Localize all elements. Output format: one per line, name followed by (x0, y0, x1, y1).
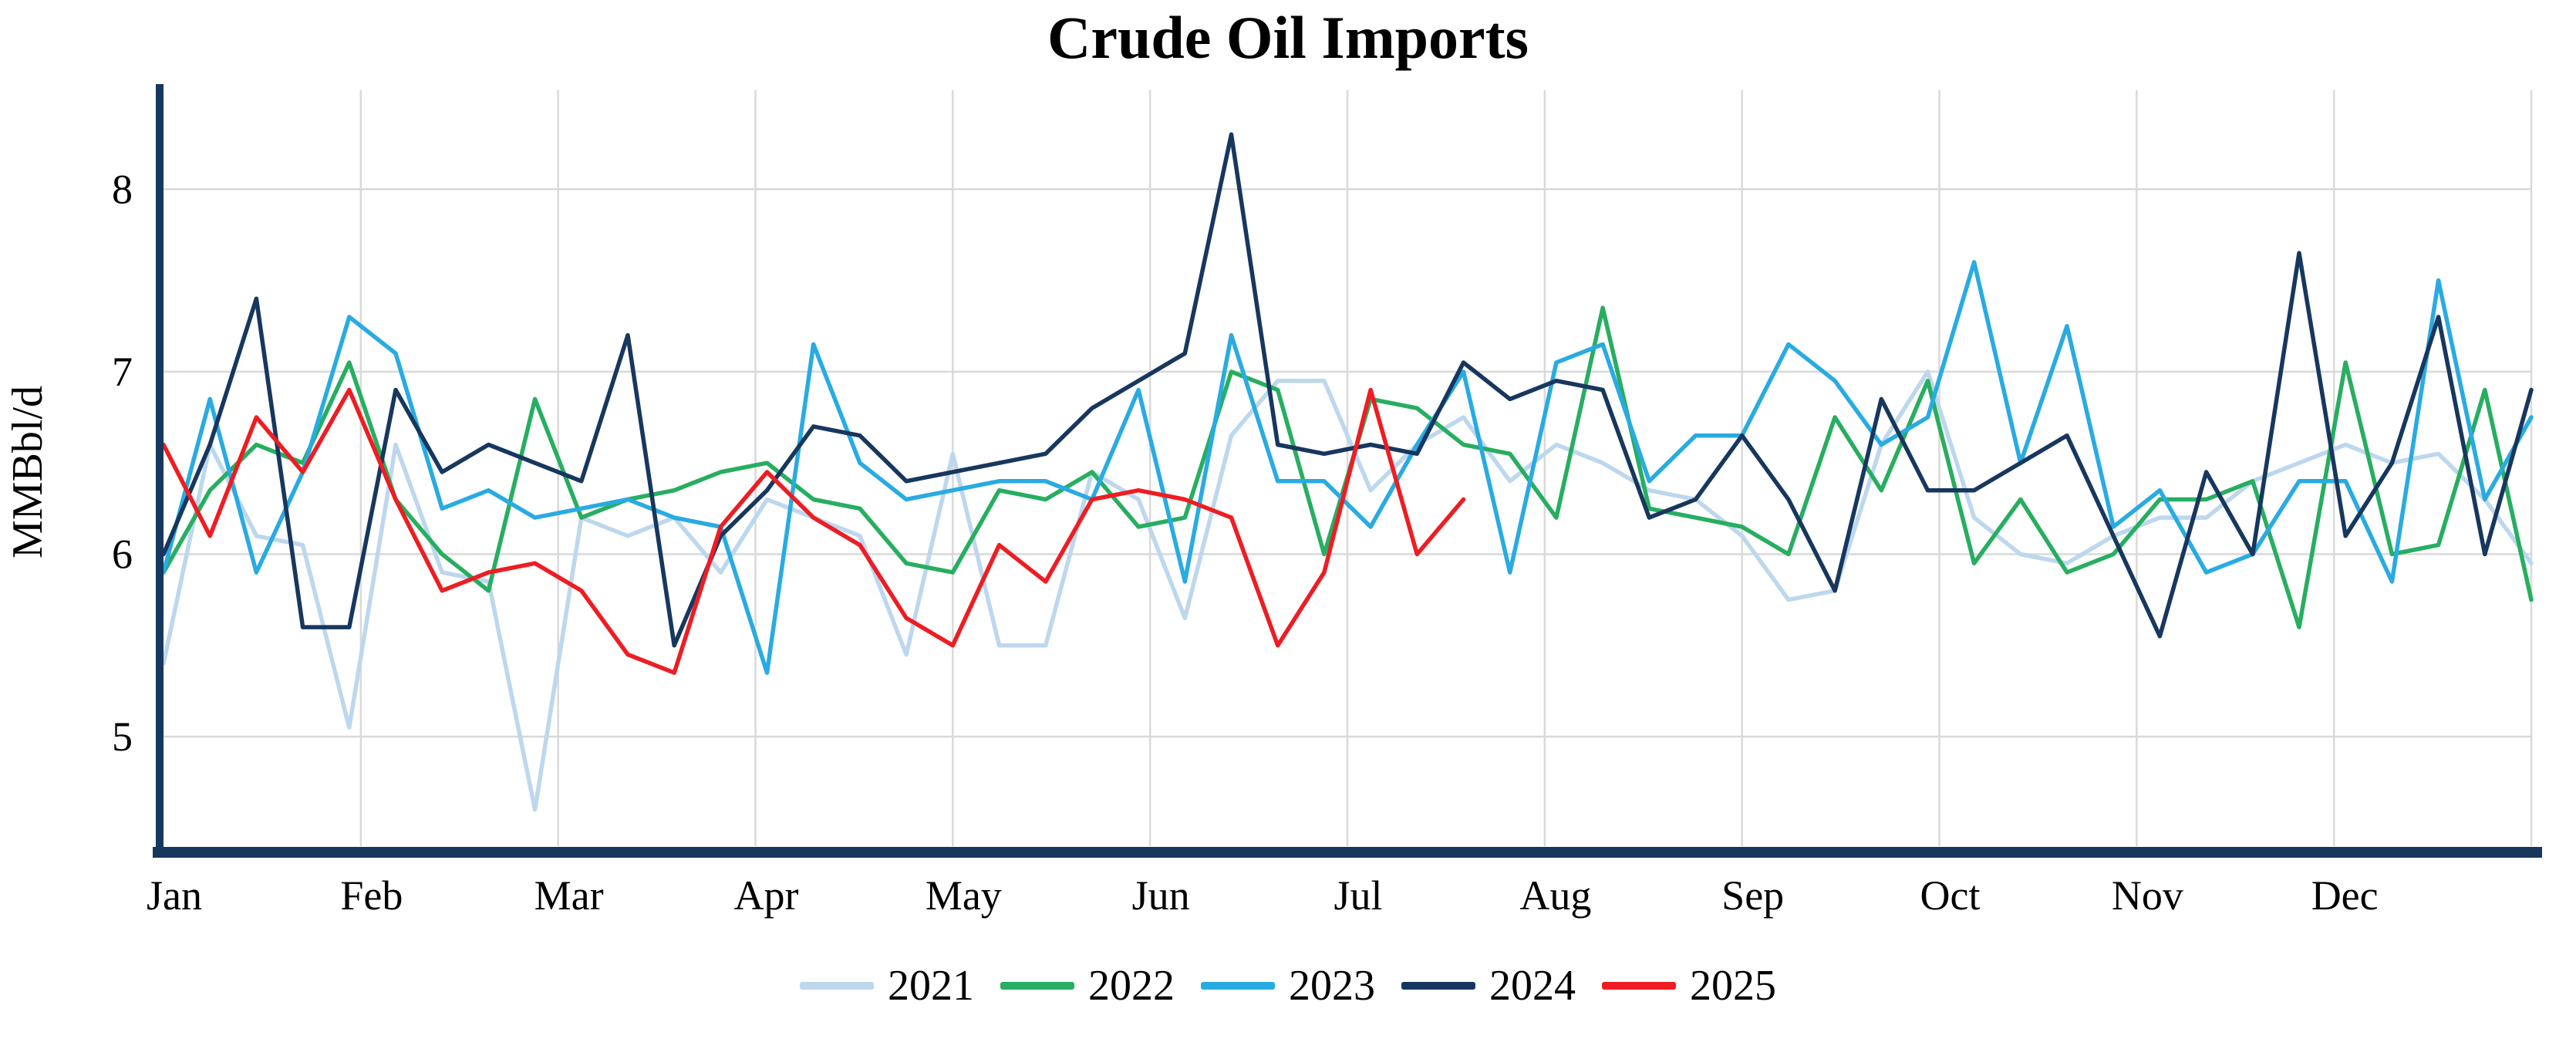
legend-swatch-2023 (1201, 981, 1275, 990)
y-tick-label: 5 (112, 713, 133, 760)
legend-item-2022: 2022 (1000, 961, 1175, 1010)
x-tick-label-dec: Dec (2311, 872, 2379, 919)
legend-swatch-2022 (1000, 981, 1074, 990)
legend-label-2022: 2022 (1088, 961, 1175, 1010)
chart-legend: 2021 2022 2023 2024 2025 (0, 961, 2576, 1010)
y-tick-label: 6 (112, 531, 133, 577)
x-tick-label-aug: Aug (1519, 872, 1591, 919)
legend-item-2023: 2023 (1201, 961, 1375, 1010)
x-tick-label-feb: Feb (340, 872, 403, 919)
chart-title: Crude Oil Imports (1047, 4, 1529, 71)
x-tick-label-mar: Mar (534, 872, 604, 919)
x-tick-label-jun: Jun (1132, 872, 1190, 919)
x-tick-label-jan: Jan (147, 872, 202, 919)
x-tick-label-apr: Apr (734, 872, 799, 919)
legend-swatch-2025 (1602, 981, 1676, 990)
y-axis-label: MMBbl/d (4, 386, 52, 558)
legend-item-2025: 2025 (1602, 961, 1776, 1010)
line-chart: 5 6 7 8 Jan Feb Mar Apr May Jun Jul Aug Sep Oct Nov Dec… (4, 83, 2542, 919)
legend-label-2021: 2021 (888, 961, 974, 1010)
legend-label-2023: 2023 (1289, 961, 1375, 1010)
y-tick-label: 7 (112, 349, 133, 395)
x-tick-label-nov: Nov (2112, 872, 2183, 919)
x-tick-label-sep: Sep (1721, 872, 1784, 919)
x-tick-label-oct: Oct (1920, 872, 1981, 919)
legend-item-2024: 2024 (1401, 961, 1576, 1010)
legend-label-2024: 2024 (1489, 961, 1576, 1010)
legend-swatch-2021 (800, 981, 874, 990)
series-line-2023 (161, 259, 2534, 675)
x-tick-label-may: May (926, 872, 1002, 919)
series-line-2024 (161, 132, 2534, 648)
legend-label-2025: 2025 (1690, 961, 1776, 1010)
series-line-2025 (161, 387, 1466, 675)
legend-swatch-2024 (1401, 981, 1475, 990)
x-tick-label-jul: Jul (1334, 872, 1382, 919)
legend-item-2021: 2021 (800, 961, 974, 1010)
y-tick-label: 8 (112, 166, 133, 212)
